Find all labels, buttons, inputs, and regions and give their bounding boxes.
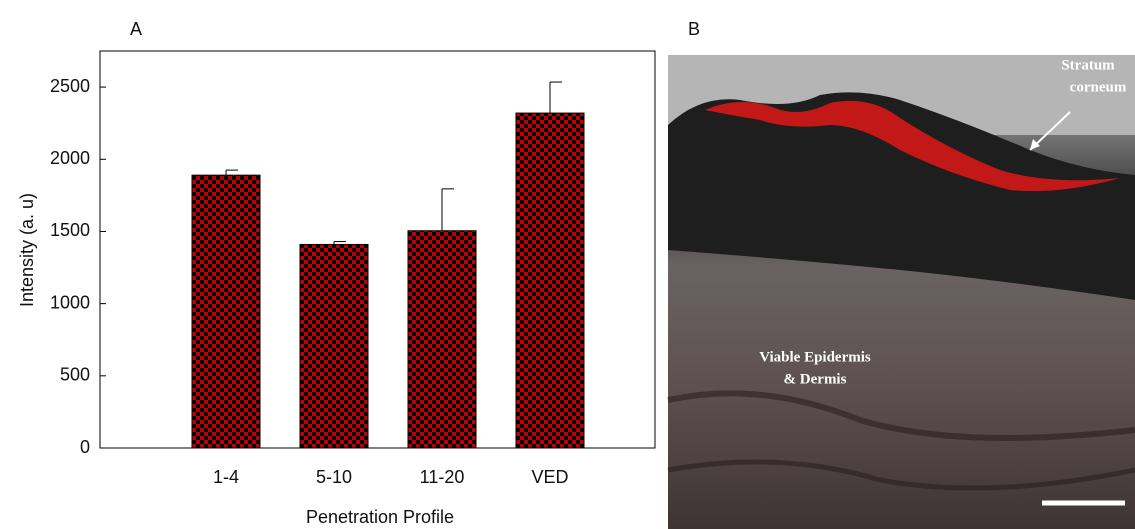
y-tick-label: 0 xyxy=(80,437,90,457)
plot-frame xyxy=(99,50,656,449)
y-tick-label: 500 xyxy=(60,365,90,385)
y-tick-label: 2000 xyxy=(50,148,90,168)
stratum-corneum-region xyxy=(668,92,1135,300)
micrograph: Stratum corneum Viable Epidermis & Dermi… xyxy=(667,55,1135,529)
error-bar xyxy=(333,241,346,245)
bar xyxy=(299,243,369,449)
bar xyxy=(191,174,261,449)
x-tick-label: VED xyxy=(531,467,568,487)
tissue-fold xyxy=(667,459,1135,491)
bar xyxy=(407,230,477,449)
annotation: Viable Epidermis xyxy=(759,349,871,365)
error-bar xyxy=(549,81,562,114)
tissue-fold xyxy=(667,390,1135,441)
y-tick-label: 1000 xyxy=(50,292,90,312)
annotation: Stratum xyxy=(1061,57,1115,73)
error-bar xyxy=(441,188,454,231)
panel-label: B xyxy=(688,19,700,39)
bar xyxy=(515,112,585,449)
y-tick-label: 1500 xyxy=(50,220,90,240)
x-tick-label: 11-20 xyxy=(420,467,465,487)
arrow-head xyxy=(1030,139,1040,150)
x-tick-label: 5-10 xyxy=(316,467,352,487)
panel-label: A xyxy=(130,19,142,39)
x-tick-label: 1-4 xyxy=(213,467,239,487)
annotation: & Dermis xyxy=(784,371,847,387)
y-axis-label: Intensity (a. u) xyxy=(17,193,37,307)
y-tick-label: 2500 xyxy=(50,76,90,96)
x-axis-label: Penetration Profile xyxy=(306,507,454,527)
annotation: corneum xyxy=(1070,79,1127,95)
fluorescence-signal xyxy=(705,100,1120,192)
error-bar xyxy=(225,169,238,176)
